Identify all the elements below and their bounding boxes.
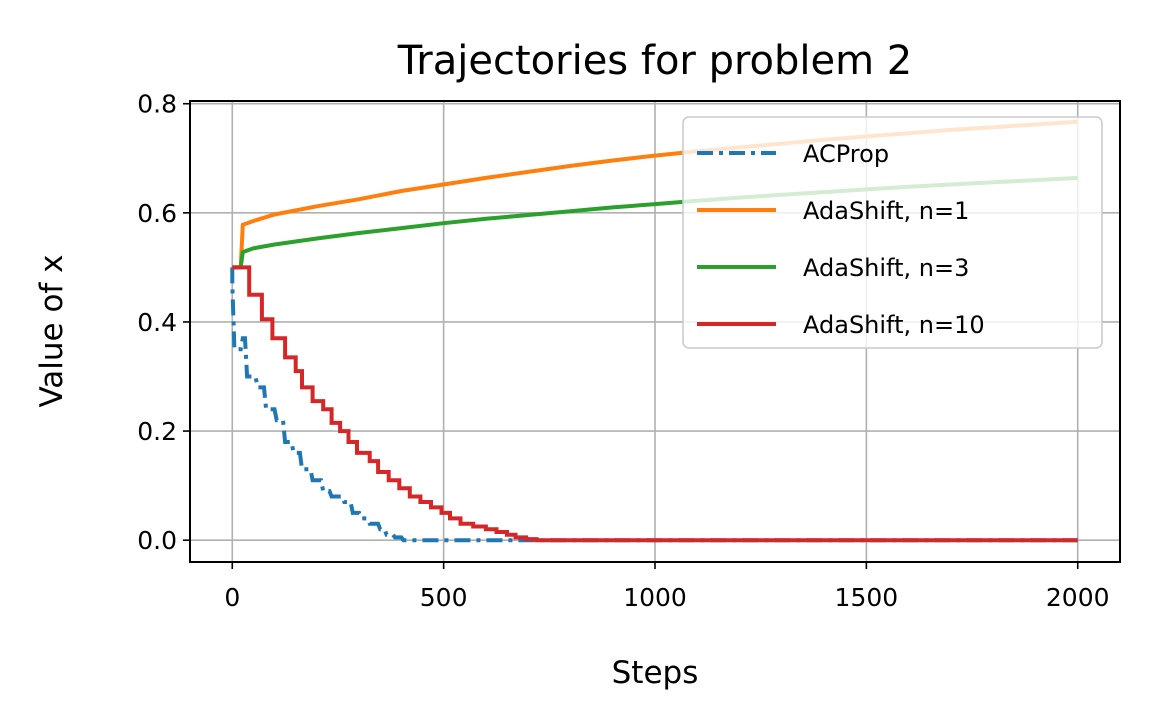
y-tick-label: 0.8 [137, 90, 177, 119]
legend-label: AdaShift, n=1 [803, 197, 969, 225]
x-axis-label: Steps [612, 655, 699, 691]
legend-box [682, 116, 1103, 349]
axis-ticks: 0 500 1000 1500 2000 0.0 0.2 0.4 0.6 0.8 [137, 90, 1109, 612]
y-axis-label: Value of x [34, 254, 70, 407]
legend: ACProp AdaShift, n=1 AdaShift, n=3 AdaShift… [682, 116, 1103, 349]
y-tick-label: 0.0 [137, 526, 177, 555]
y-tick-label: 0.4 [137, 308, 177, 337]
legend-label: AdaShift, n=10 [803, 311, 985, 339]
legend-label: ACProp [803, 140, 889, 168]
y-tick-label: 0.6 [137, 199, 177, 228]
x-tick-label: 1500 [835, 583, 899, 612]
series-line-adashift-n-10 [232, 265, 1078, 543]
chart-title: Trajectories for problem 2 [397, 38, 913, 84]
x-tick-label: 2000 [1046, 583, 1110, 612]
legend-label: AdaShift, n=3 [803, 254, 969, 282]
x-tick-label: 500 [420, 583, 468, 612]
x-tick-label: 0 [224, 583, 240, 612]
y-tick-label: 0.2 [137, 417, 177, 446]
x-tick-label: 1000 [623, 583, 687, 612]
series-line-acprop [230, 267, 1078, 543]
